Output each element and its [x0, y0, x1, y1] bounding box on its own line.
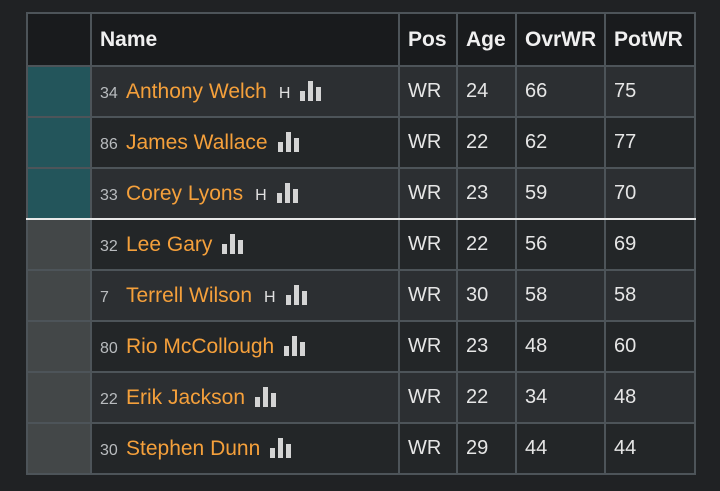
pos-cell: WR: [398, 269, 458, 322]
roster-table-container: Name Pos Age OvrWR PotWR 34 Anthony Welch…: [26, 12, 720, 491]
header-age[interactable]: Age: [456, 12, 517, 67]
name-cell: 80 Rio McCollough: [90, 320, 400, 373]
jersey-number: 7: [100, 288, 109, 306]
name-cell: 86 James Wallace: [90, 116, 400, 169]
reserve-marker: [26, 422, 92, 475]
jersey-number: 22: [100, 390, 118, 408]
hand-indicator: H: [255, 186, 267, 204]
pot-cell: 69: [604, 218, 696, 271]
starter-marker: [26, 65, 92, 118]
age-cell: 22: [456, 371, 517, 424]
jersey-number: 32: [100, 237, 118, 255]
table-row: 33 Corey Lyons H WR 23 59 70: [26, 167, 696, 220]
pot-cell: 48: [604, 371, 696, 424]
name-cell: 30 Stephen Dunn: [90, 422, 400, 475]
player-name-link[interactable]: Terrell Wilson: [126, 283, 253, 307]
pos-cell: WR: [398, 320, 458, 373]
pos-cell: WR: [398, 167, 458, 220]
header-pot[interactable]: PotWR: [604, 12, 696, 67]
header-ovr[interactable]: OvrWR: [515, 12, 606, 67]
ovr-cell: 44: [515, 422, 606, 475]
age-cell: 22: [456, 218, 517, 271]
player-name-link[interactable]: Stephen Dunn: [126, 436, 261, 460]
name-cell: 33 Corey Lyons H: [90, 167, 400, 220]
jersey-number: 34: [100, 84, 118, 102]
reserve-marker: [26, 320, 92, 373]
pos-cell: WR: [398, 116, 458, 169]
table-row: 7 Terrell Wilson H WR 30 58 58: [26, 269, 696, 322]
ovr-cell: 48: [515, 320, 606, 373]
jersey-number: 80: [100, 339, 118, 357]
reserve-marker: [26, 269, 92, 322]
age-cell: 23: [456, 320, 517, 373]
bar-chart-icon[interactable]: [300, 80, 322, 101]
pot-cell: 70: [604, 167, 696, 220]
player-name-link[interactable]: Anthony Welch: [126, 79, 267, 103]
ovr-cell: 58: [515, 269, 606, 322]
bar-chart-icon[interactable]: [284, 335, 306, 356]
pos-cell: WR: [398, 371, 458, 424]
pos-cell: WR: [398, 218, 458, 271]
table-row: 80 Rio McCollough WR 23 48 60: [26, 320, 696, 373]
reserve-marker: [26, 371, 92, 424]
pot-cell: 77: [604, 116, 696, 169]
pot-cell: 44: [604, 422, 696, 475]
header-name[interactable]: Name: [90, 12, 400, 67]
roster-table: Name Pos Age OvrWR PotWR 34 Anthony Welch…: [26, 12, 696, 475]
hand-indicator: H: [264, 288, 276, 306]
name-cell: 22 Erik Jackson: [90, 371, 400, 424]
ovr-cell: 66: [515, 65, 606, 118]
bar-chart-icon[interactable]: [222, 233, 244, 254]
ovr-cell: 62: [515, 116, 606, 169]
age-cell: 22: [456, 116, 517, 169]
reserve-marker: [26, 218, 92, 271]
header-pos[interactable]: Pos: [398, 12, 458, 67]
table-row: 34 Anthony Welch H WR 24 66 75: [26, 65, 696, 118]
pot-cell: 58: [604, 269, 696, 322]
pos-cell: WR: [398, 422, 458, 475]
table-row: 32 Lee Gary WR 22 56 69: [26, 218, 696, 271]
jersey-number: 86: [100, 135, 118, 153]
table-row: 30 Stephen Dunn WR 29 44 44: [26, 422, 696, 475]
age-cell: 23: [456, 167, 517, 220]
jersey-number: 30: [100, 441, 118, 459]
player-name-link[interactable]: Erik Jackson: [126, 385, 246, 409]
age-cell: 30: [456, 269, 517, 322]
name-cell: 32 Lee Gary: [90, 218, 400, 271]
player-name-link[interactable]: James Wallace: [126, 130, 268, 154]
bar-chart-icon[interactable]: [285, 284, 308, 305]
pos-cell: WR: [398, 65, 458, 118]
bar-chart-icon[interactable]: [276, 182, 299, 203]
age-cell: 29: [456, 422, 517, 475]
player-name-link[interactable]: Corey Lyons: [126, 181, 244, 205]
header-marker-column: [26, 12, 92, 67]
ovr-cell: 56: [515, 218, 606, 271]
ovr-cell: 34: [515, 371, 606, 424]
hand-indicator: H: [278, 84, 291, 102]
player-name-link[interactable]: Rio McCollough: [126, 334, 275, 358]
starter-marker: [26, 116, 92, 169]
pot-cell: 60: [604, 320, 696, 373]
name-cell: 7 Terrell Wilson H: [90, 269, 400, 322]
bar-chart-icon[interactable]: [270, 437, 292, 458]
age-cell: 24: [456, 65, 517, 118]
jersey-number: 33: [100, 186, 118, 204]
name-cell: 34 Anthony Welch H: [90, 65, 400, 118]
header-row: Name Pos Age OvrWR PotWR: [26, 12, 696, 67]
table-row: 22 Erik Jackson WR 22 34 48: [26, 371, 696, 424]
bar-chart-icon[interactable]: [255, 386, 277, 407]
ovr-cell: 59: [515, 167, 606, 220]
bar-chart-icon[interactable]: [277, 131, 300, 152]
player-name-link[interactable]: Lee Gary: [126, 232, 213, 256]
table-row: 86 James Wallace WR 22 62 77: [26, 116, 696, 169]
starter-marker: [26, 167, 92, 220]
pot-cell: 75: [604, 65, 696, 118]
